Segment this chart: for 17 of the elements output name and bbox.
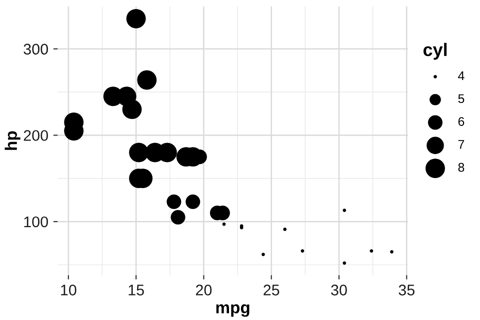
legend-label: 7: [458, 140, 464, 149]
legend-title: cyl: [423, 42, 447, 60]
legend-label: 8: [458, 162, 464, 172]
legend-label: 4: [458, 71, 464, 80]
y-axis-title: hp: [4, 131, 20, 150]
legend-label: 6: [458, 117, 464, 126]
x-tick-label: 25: [264, 284, 280, 296]
x-axis-title: mpg: [216, 304, 250, 317]
y-tick-label: 200: [24, 130, 48, 141]
x-tick-label: 20: [196, 284, 212, 296]
y-tick-label: 100: [24, 216, 48, 228]
x-tick-label: 10: [61, 284, 76, 296]
x-tick-label: 15: [128, 284, 144, 296]
legend-label: 5: [458, 94, 464, 104]
x-tick-label: 35: [398, 284, 415, 296]
y-tick-label: 300: [24, 44, 48, 55]
x-tick-label: 30: [331, 284, 347, 296]
